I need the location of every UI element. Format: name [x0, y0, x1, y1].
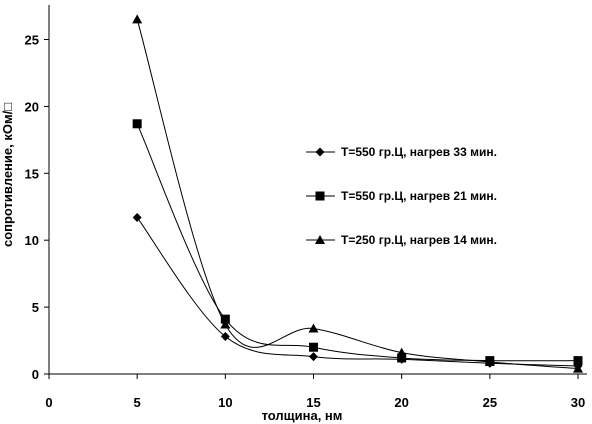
data-point [132, 14, 143, 24]
y-tick-label: 20 [25, 99, 39, 114]
series-line [136, 217, 579, 367]
axes: 0 5 10 15 20 25 30 0 5 10 15 20 25 [25, 5, 587, 410]
y-tick-label: 25 [25, 33, 39, 48]
y-axis-label: сопротивление, кОм/□ [0, 103, 15, 247]
data-point [573, 363, 583, 373]
y-tick-label: 10 [25, 233, 39, 248]
series-layer [132, 14, 583, 373]
x-tick-label: 5 [134, 395, 141, 410]
data-point [220, 314, 230, 324]
y-tick-label: 15 [25, 166, 39, 181]
legend-marker [315, 191, 325, 201]
x-axis-label: толщина, нм [262, 408, 343, 423]
data-point [396, 347, 407, 357]
legend-label: T=550 гр.Ц, нагрев 21 мин. [341, 189, 497, 203]
x-tick-label: 0 [45, 395, 52, 410]
data-point [220, 319, 231, 329]
legend-marker [315, 147, 325, 157]
data-point [397, 353, 407, 363]
legend-entry-1: T=550 гр.Ц, нагрев 33 мин. [306, 145, 497, 159]
legend-label: T=550 гр.Ц, нагрев 33 мин. [341, 145, 497, 159]
data-point [573, 356, 583, 366]
y-tick-label: 0 [32, 367, 39, 382]
x-tick-label: 15 [306, 395, 320, 410]
y-tick-label: 5 [32, 300, 39, 315]
x-tick-label: 20 [394, 395, 408, 410]
data-point [220, 332, 230, 342]
data-point [132, 119, 142, 129]
data-point [308, 323, 319, 333]
legend-entry-2: T=550 гр.Ц, нагрев 21 мин. [306, 189, 497, 203]
legend: T=550 гр.Ц, нагрев 33 мин. T=550 гр.Ц, на… [306, 145, 497, 247]
data-point [484, 356, 495, 366]
series-3 [132, 14, 583, 373]
data-point [309, 352, 318, 362]
legend-marker [315, 235, 325, 244]
x-tick-label: 10 [218, 395, 232, 410]
data-point [132, 212, 142, 222]
legend-label: T=250 гр.Ц, нагрев 14 мин. [341, 233, 497, 247]
data-point [309, 342, 318, 352]
legend-entry-3: T=250 гр.Ц, нагрев 14 мин. [306, 233, 497, 247]
x-tick-label: 30 [571, 395, 585, 410]
x-tick-label: 25 [483, 395, 497, 410]
